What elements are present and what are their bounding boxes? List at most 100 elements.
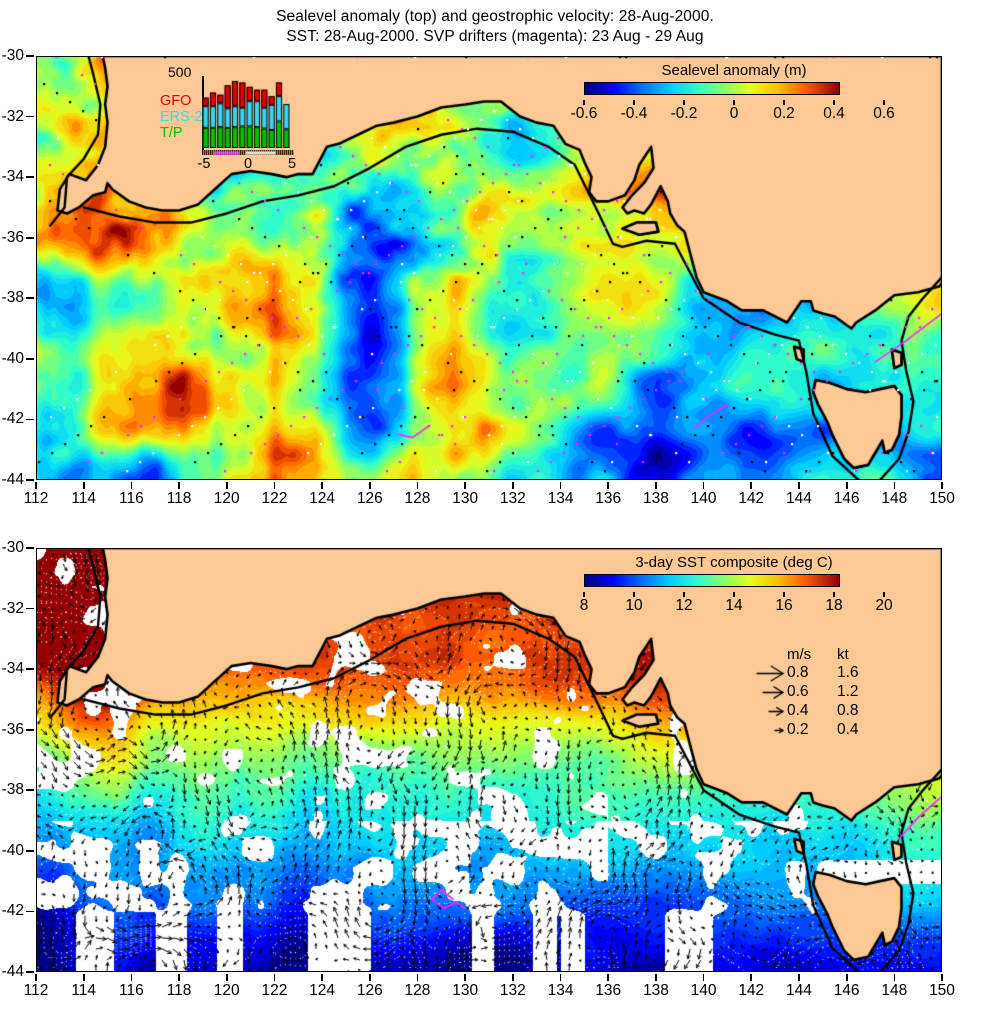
x-tick (702, 974, 705, 981)
x-tick (655, 974, 657, 981)
y-tick (26, 358, 34, 360)
y-tick-label: -34 (1, 660, 24, 678)
x-tick (512, 974, 514, 981)
x-tick (750, 482, 753, 489)
colorbar-tick-label: -0.2 (670, 105, 698, 122)
x-tick-label: 126 (356, 982, 383, 999)
velocity-key-unit-ms: m/s (787, 646, 812, 663)
x-tick (368, 482, 371, 489)
x-tick-label: 142 (738, 982, 765, 999)
velocity-key-kt-value: 0.4 (837, 721, 859, 738)
sealevel-colorbar-title: Sealevel anomaly (m) (661, 62, 807, 79)
colorbar-tick (683, 592, 685, 597)
colorbar-tick-label: 10 (625, 597, 643, 614)
colorbar-tick (633, 100, 635, 105)
x-tick-label: 124 (309, 490, 336, 507)
y-tick-label: -36 (1, 720, 24, 738)
x-tick-label: 112 (23, 982, 49, 999)
bottom-panel-y-axis: -30 -32 -34 -36 -38 -40 -42 -44 (0, 539, 34, 980)
x-tick-label: 118 (166, 982, 192, 999)
colorbar-tick (833, 100, 835, 105)
x-tick-label: 134 (547, 490, 574, 507)
colorbar-tick (883, 100, 885, 105)
velocity-key-kt-value: 0.8 (837, 702, 859, 719)
colorbar-tick-label: 14 (725, 597, 743, 614)
sst-colorbar-gradient (584, 574, 840, 587)
colorbar-tick (583, 100, 585, 105)
x-tick (750, 974, 753, 981)
x-tick-label: 118 (166, 490, 192, 507)
velocity-key-ms-value: 0.4 (787, 702, 809, 719)
histogram-xlabel-mid: 0 (243, 156, 253, 172)
velocity-key-unit-kt: kt (837, 646, 849, 663)
x-tick (702, 482, 705, 489)
x-tick-label: 120 (213, 982, 240, 999)
x-tick (178, 974, 180, 981)
y-tick (26, 971, 34, 973)
y-tick (26, 236, 34, 239)
colorbar-tick (733, 100, 735, 105)
histogram-legend-ers2: ERS-2 (160, 109, 203, 125)
colorbar-tick (633, 592, 635, 597)
x-tick (35, 974, 37, 981)
y-tick-label: -42 (1, 410, 24, 428)
y-tick-label: -32 (1, 599, 24, 617)
colorbar-tick (733, 592, 735, 597)
x-tick-label: 146 (833, 982, 860, 999)
sst-colorbar-ticks (583, 592, 885, 597)
x-tick (416, 974, 419, 981)
y-tick (26, 850, 34, 852)
x-tick-label: 116 (119, 490, 144, 507)
histogram-legend-tp: T/P (160, 125, 183, 141)
x-tick (845, 974, 848, 981)
velocity-key-kt-value: 1.2 (837, 683, 859, 700)
x-tick-label: 150 (929, 982, 955, 999)
x-tick-label: 136 (595, 982, 622, 999)
y-tick-label: -30 (1, 47, 24, 64)
x-tick-label: 146 (833, 490, 860, 507)
histogram-bars (202, 76, 290, 148)
x-tick-label: 132 (499, 982, 526, 999)
y-tick (26, 728, 34, 731)
x-tick (368, 974, 371, 981)
colorbar-tick-label: 0.6 (873, 105, 895, 122)
y-tick (26, 607, 34, 610)
y-tick-label: -40 (1, 841, 24, 859)
x-tick (321, 974, 323, 981)
x-tick-label: 120 (213, 490, 240, 507)
sst-composite-map-panel: 3-day SST composite (deg C) 8 10 12 14 16 18 2… (36, 548, 942, 972)
x-tick (941, 974, 943, 981)
y-tick (26, 176, 34, 179)
sealevel-anomaly-map-panel: 500 GFO ERS-2 T/P -5 0 5 Sealevel anomal… (36, 56, 942, 480)
y-tick-label: -38 (1, 781, 24, 799)
velocity-arrow-icon (751, 684, 785, 701)
x-tick-label: 122 (261, 490, 288, 507)
x-tick (798, 974, 800, 981)
x-tick (130, 482, 133, 489)
histogram-legend-gfo: GFO (160, 93, 192, 109)
x-tick (893, 974, 896, 981)
x-tick-label: 114 (71, 490, 97, 507)
y-tick (26, 479, 34, 481)
colorbar-tick-label: -0.4 (620, 105, 648, 122)
x-tick-label: 122 (261, 982, 288, 999)
figure-title-line-2: SST: 28-Aug-2000. SVP drifters (magenta)… (286, 28, 704, 45)
y-tick (26, 55, 34, 57)
x-tick (845, 482, 848, 489)
x-tick (35, 482, 37, 489)
velocity-arrow-icon (751, 703, 785, 720)
x-tick (512, 482, 514, 489)
colorbar-tick-label: 0.4 (823, 105, 845, 122)
x-tick-label: 126 (356, 490, 383, 507)
colorbar-tick (833, 592, 835, 597)
x-tick (225, 974, 228, 981)
x-tick-label: 132 (499, 490, 526, 507)
x-tick-label: 128 (404, 982, 431, 999)
y-tick (26, 910, 34, 913)
velocity-key-header: m/s kt (751, 646, 901, 664)
x-tick-label: 124 (309, 982, 336, 999)
x-tick-label: 134 (547, 982, 574, 999)
y-tick (26, 297, 34, 300)
sealevel-colorbar-ticks (583, 100, 885, 105)
